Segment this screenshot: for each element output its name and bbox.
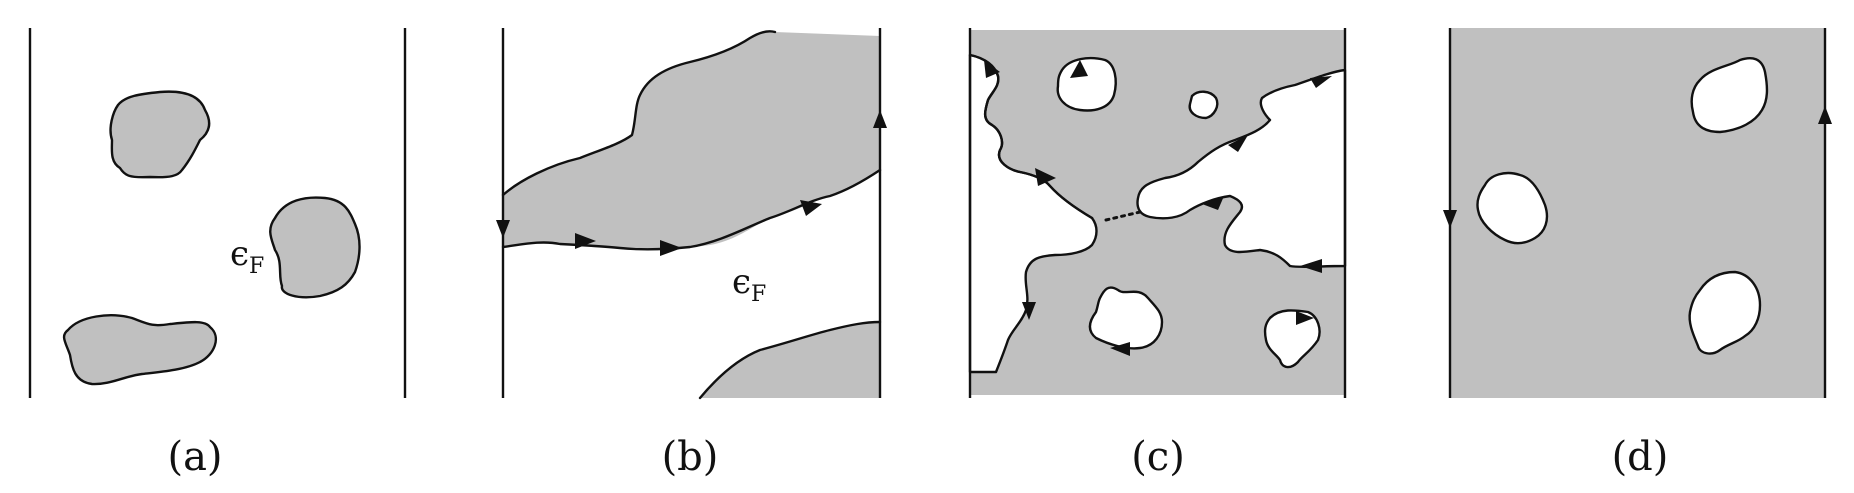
panel-c-hole-arrow-bottom-center	[1110, 342, 1130, 356]
panel-b-lower-edge	[501, 168, 882, 251]
panel-b-edge-arrow-1	[575, 233, 596, 249]
panel-b: ϵF (b)	[496, 28, 887, 480]
panel-b-corner-edge	[698, 320, 882, 400]
panel-d-hole-bottom-right	[1688, 270, 1762, 355]
panel-d-hole-top-right	[1690, 57, 1769, 134]
panel-b-left-down-arrow	[496, 220, 510, 238]
panel-a-label: (a)	[167, 434, 222, 480]
panel-b-filled-band	[503, 31, 880, 249]
panel-b-edge-arrow-2	[660, 240, 682, 256]
panel-c-hole-bottom-center	[1088, 286, 1164, 350]
panel-b-edge-arrow-3	[800, 200, 822, 216]
panel-c-hole-top-small	[1188, 90, 1219, 120]
panel-a: ϵF (a)	[28, 28, 407, 480]
panel-c-edge-arrow-left-down	[1022, 302, 1036, 320]
panel-d-right-up-arrow	[1818, 106, 1832, 124]
panel-c-hole-top-left	[1056, 56, 1117, 112]
panel-c-hole-bottom-right	[1263, 309, 1321, 369]
panel-c-edge-arrow-left-middle	[1035, 168, 1056, 186]
panel-b-fermi-energy-label: ϵF	[732, 262, 766, 307]
panel-c-edge-arrow-top-right	[1310, 76, 1332, 88]
panel-b-label: (b)	[662, 434, 719, 480]
panel-b-filled-corner	[700, 322, 880, 398]
panel-c-edge-arrow-center	[1202, 196, 1224, 210]
panel-c-hole-arrow-bottom-right	[1296, 311, 1314, 325]
panel-c-edge-arrow-right-middle	[1228, 135, 1248, 152]
panel-a-fermi-energy-label: ϵF	[230, 234, 264, 279]
panel-c-edge-arrow-right-lower	[1300, 259, 1322, 273]
panel-d: (d)	[1443, 28, 1832, 480]
panel-d-label: (d)	[1612, 434, 1669, 480]
panel-c-upper-left-edge	[968, 53, 1094, 220]
panel-a-filled-island-bottom	[62, 314, 217, 386]
panel-c-saddle-connection	[1104, 210, 1142, 222]
panel-a-filled-island-top	[109, 90, 211, 179]
panel-c-hole-arrow-top-left	[1070, 60, 1088, 78]
panel-c: (c)	[968, 28, 1347, 480]
panel-d-left-down-arrow	[1443, 210, 1457, 228]
panel-b-right-up-arrow	[873, 110, 887, 128]
panel-a-filled-island-right	[269, 196, 361, 299]
panel-c-label: (c)	[1131, 434, 1185, 480]
panel-d-hole-left	[1476, 171, 1549, 245]
panel-b-upper-edge	[501, 30, 777, 197]
panel-c-edge-arrow-top-left	[984, 60, 1000, 78]
